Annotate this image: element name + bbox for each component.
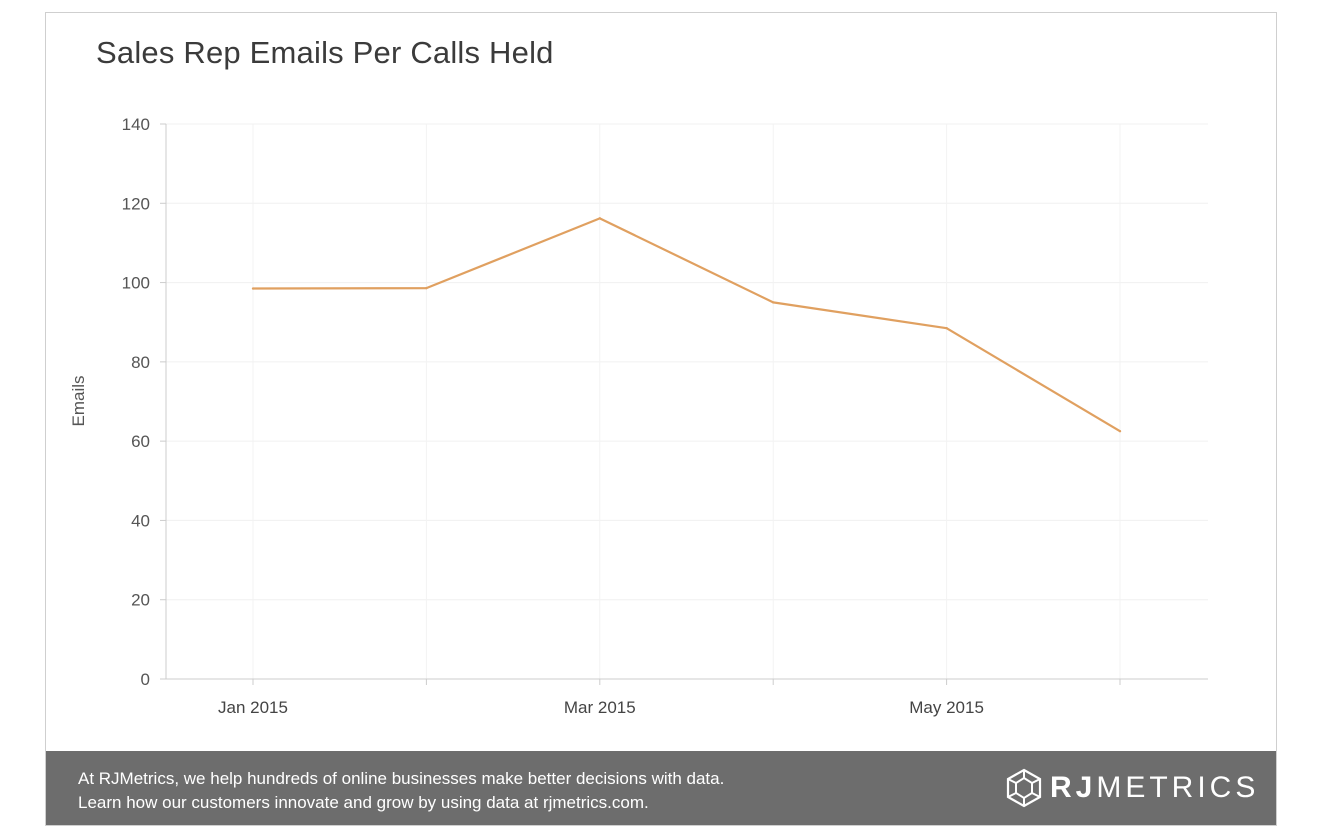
y-tick-label: 0: [141, 670, 150, 689]
y-tick-label: 140: [122, 115, 150, 134]
footer-text: At RJMetrics, we help hundreds of online…: [78, 767, 724, 815]
series-layer: [251, 217, 1122, 433]
y-axis-ticks: 0 20 40 60 80 100 120 140: [122, 115, 166, 689]
x-axis-ticks: Jan 2015 Mar 2015 May 2015: [218, 679, 1121, 717]
y-tick-label: 120: [122, 194, 150, 213]
data-point: [772, 301, 775, 304]
data-point: [1118, 430, 1122, 433]
chart-title: Sales Rep Emails Per Calls Held: [96, 35, 554, 70]
footer-banner: At RJMetrics, we help hundreds of online…: [46, 751, 1276, 825]
x-tick-label: May 2015: [909, 698, 984, 717]
y-tick-label: 60: [131, 432, 150, 451]
chart-card: Sales Rep Emails Per Calls Held 0 20 40 60 8…: [45, 12, 1277, 826]
footer-line-2[interactable]: Learn how our customers innovate and gro…: [78, 793, 649, 812]
logo-wordmark: RJMETRICS: [1050, 771, 1259, 805]
y-tick-label: 80: [131, 353, 150, 372]
y-tick-label: 20: [131, 591, 150, 610]
y-axis-label: Emails: [69, 375, 88, 426]
line-chart: 0 20 40 60 80 100 120 140 Jan 2015 Mar 2015 May 2…: [69, 115, 1208, 717]
logo-light-part: METRICS: [1096, 771, 1260, 804]
y-tick-label: 40: [131, 511, 150, 530]
data-point: [251, 287, 255, 290]
data-point: [945, 326, 948, 330]
y-tick-label: 100: [122, 274, 150, 293]
gridlines: [166, 123, 1208, 679]
data-point: [425, 286, 428, 290]
footer-line-1: At RJMetrics, we help hundreds of online…: [78, 769, 725, 788]
axes: [165, 124, 1208, 680]
series-line: [252, 217, 1121, 433]
x-tick-label: Jan 2015: [218, 698, 288, 717]
logo-bold-part: RJ: [1050, 771, 1097, 804]
data-point: [598, 217, 601, 220]
x-tick-label: Mar 2015: [564, 698, 636, 717]
rjmetrics-polyhedron-icon: [1006, 768, 1042, 808]
